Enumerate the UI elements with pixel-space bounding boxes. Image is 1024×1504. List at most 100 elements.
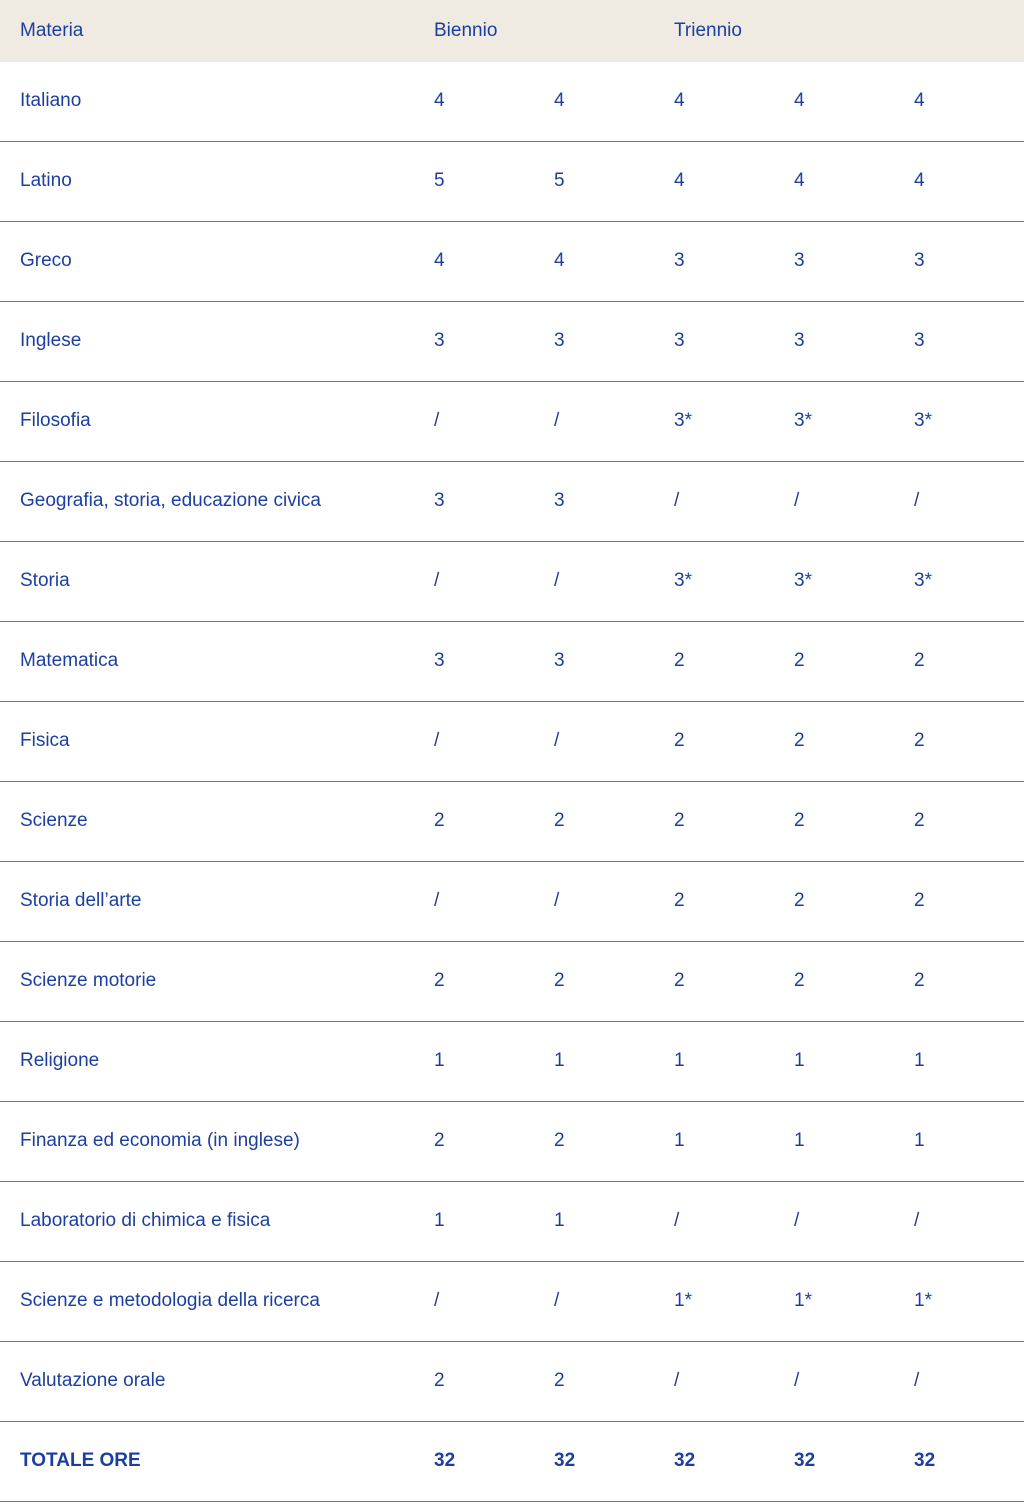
- hours-cell: 1: [554, 1050, 565, 1072]
- hours-cell: 3*: [914, 410, 932, 432]
- table-row: Scienze e metodologia della ricerca / / 1* 1…: [0, 1262, 1024, 1342]
- table-row: Geografia, storia, educazione civica 3 3 / /…: [0, 462, 1024, 542]
- hours-cell: 2: [794, 650, 805, 672]
- hours-cell: 5: [434, 170, 445, 192]
- hours-cell: /: [554, 890, 560, 912]
- hours-cell: 1*: [914, 1290, 932, 1312]
- table-row: Storia / / 3* 3* 3*: [0, 542, 1024, 622]
- subject-cell: Storia dell’arte: [20, 890, 142, 912]
- hours-cell: /: [794, 1210, 800, 1232]
- hours-cell: 2: [434, 1370, 445, 1392]
- hours-cell: 2: [434, 1130, 445, 1152]
- subject-cell: Inglese: [20, 330, 82, 352]
- table-body: Italiano 4 4 4 4 4 Latino 5 5 4 4 4 Greco 4 4 3 3 3 Ingles…: [0, 62, 1024, 1502]
- hours-cell: /: [434, 410, 440, 432]
- hours-cell: /: [554, 570, 560, 592]
- hours-cell: 3: [674, 250, 685, 272]
- subject-cell: Geografia, storia, educazione civica: [20, 490, 321, 512]
- subject-cell: Italiano: [20, 90, 82, 112]
- subject-cell: Scienze: [20, 810, 88, 832]
- subject-cell: Greco: [20, 250, 72, 272]
- hours-cell: /: [434, 730, 440, 752]
- column-header-triennio: Triennio: [674, 19, 742, 41]
- hours-cell: 2: [914, 730, 925, 752]
- hours-cell: 4: [554, 90, 565, 112]
- hours-cell: 3: [554, 650, 565, 672]
- table-row-total: TOTALE ORE 32 32 32 32 32: [0, 1422, 1024, 1502]
- hours-cell: 3: [554, 490, 565, 512]
- hours-cell: 1: [434, 1210, 445, 1232]
- subject-cell: Finanza ed economia (in inglese): [20, 1130, 300, 1152]
- hours-cell: 3: [674, 330, 685, 352]
- hours-cell: 3*: [794, 570, 812, 592]
- hours-cell: 2: [794, 810, 805, 832]
- subject-cell: Matematica: [20, 650, 119, 672]
- hours-cell: 2: [554, 970, 565, 992]
- table-row: Inglese 3 3 3 3 3: [0, 302, 1024, 382]
- hours-cell: 2: [554, 1370, 565, 1392]
- hours-cell: /: [434, 890, 440, 912]
- hours-cell: /: [554, 410, 560, 432]
- table-row: Scienze 2 2 2 2 2: [0, 782, 1024, 862]
- hours-cell: 4: [794, 90, 805, 112]
- hours-cell: 4: [914, 90, 925, 112]
- subject-cell: Religione: [20, 1050, 100, 1072]
- hours-cell: 3: [434, 330, 445, 352]
- column-header-biennio: Biennio: [434, 19, 498, 41]
- table-row: Matematica 3 3 2 2 2: [0, 622, 1024, 702]
- hours-cell: 4: [434, 90, 445, 112]
- hours-cell: 3: [794, 250, 805, 272]
- hours-cell: 32: [914, 1450, 936, 1472]
- hours-cell: 3*: [794, 410, 812, 432]
- hours-cell: 4: [914, 170, 925, 192]
- hours-cell: 2: [674, 810, 685, 832]
- hours-cell: 3: [434, 490, 445, 512]
- table-row: Filosofia / / 3* 3* 3*: [0, 382, 1024, 462]
- hours-cell: 2: [794, 970, 805, 992]
- table-row: Valutazione orale 2 2 / / /: [0, 1342, 1024, 1422]
- hours-cell: 2: [434, 810, 445, 832]
- hours-cell: 3: [554, 330, 565, 352]
- hours-cell: 1: [794, 1130, 805, 1152]
- hours-cell: /: [554, 730, 560, 752]
- hours-cell: /: [674, 1210, 680, 1232]
- hours-cell: /: [434, 1290, 440, 1312]
- hours-cell: 4: [794, 170, 805, 192]
- hours-cell: 2: [674, 970, 685, 992]
- hours-cell: 2: [914, 810, 925, 832]
- table-row: Storia dell’arte / / 2 2 2: [0, 862, 1024, 942]
- hours-cell: 1: [674, 1050, 685, 1072]
- hours-cell: 3: [914, 330, 925, 352]
- hours-cell: 2: [914, 970, 925, 992]
- hours-cell: /: [914, 1370, 920, 1392]
- table-row: Fisica / / 2 2 2: [0, 702, 1024, 782]
- table-row: Greco 4 4 3 3 3: [0, 222, 1024, 302]
- table-row: Finanza ed economia (in inglese) 2 2 1 1 1: [0, 1102, 1024, 1182]
- hours-cell: 3*: [674, 570, 692, 592]
- table-row: Scienze motorie 2 2 2 2 2: [0, 942, 1024, 1022]
- hours-cell: 1: [674, 1130, 685, 1152]
- subject-cell: TOTALE ORE: [20, 1450, 141, 1472]
- hours-cell: 4: [434, 250, 445, 272]
- hours-cell: 5: [554, 170, 565, 192]
- hours-cell: 4: [674, 90, 685, 112]
- table-row: Latino 5 5 4 4 4: [0, 142, 1024, 222]
- hours-cell: 1: [914, 1050, 925, 1072]
- subject-cell: Scienze e metodologia della ricerca: [20, 1290, 320, 1312]
- hours-cell: /: [554, 1290, 560, 1312]
- hours-cell: 2: [554, 810, 565, 832]
- hours-cell: 4: [554, 250, 565, 272]
- hours-cell: 32: [674, 1450, 696, 1472]
- hours-cell: 2: [674, 650, 685, 672]
- hours-cell: 2: [434, 970, 445, 992]
- hours-cell: /: [794, 1370, 800, 1392]
- subject-cell: Latino: [20, 170, 72, 192]
- hours-cell: /: [674, 1370, 680, 1392]
- table-header: Materia Biennio Triennio: [0, 0, 1024, 62]
- hours-cell: 1*: [674, 1290, 692, 1312]
- hours-cell: 32: [434, 1450, 456, 1472]
- subject-cell: Filosofia: [20, 410, 91, 432]
- hours-cell: /: [914, 490, 920, 512]
- hours-cell: 2: [914, 890, 925, 912]
- hours-cell: 2: [554, 1130, 565, 1152]
